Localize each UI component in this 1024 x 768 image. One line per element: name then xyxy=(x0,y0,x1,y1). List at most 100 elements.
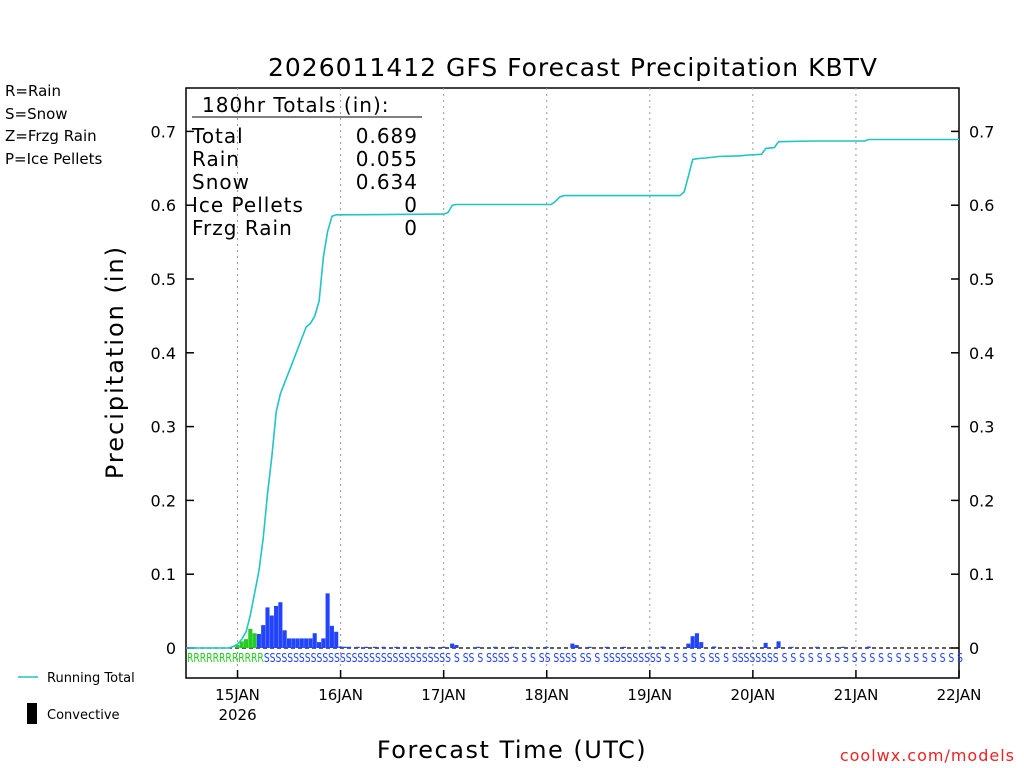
precip-bar xyxy=(291,638,296,648)
precip-bar xyxy=(248,628,253,648)
precip-bar xyxy=(239,641,244,648)
precip-bar xyxy=(347,646,352,648)
running-total-line xyxy=(186,138,959,649)
precip-bar xyxy=(815,646,820,648)
precip-bar xyxy=(776,641,781,648)
precip-bar xyxy=(355,646,360,648)
legend-rain: R=Rain xyxy=(5,82,61,100)
precip-bar xyxy=(402,646,407,648)
precip-bar xyxy=(493,646,498,648)
totals-row-label: Rain xyxy=(192,147,240,171)
running-total-series xyxy=(186,138,959,649)
x-tick-label: 20JAN xyxy=(730,686,775,704)
totals-box: 180hr Totals (in): Total 0.689 Rain 0.055 Sn… xyxy=(191,93,422,240)
precip-bar xyxy=(621,646,626,648)
y-tick-label-left: 0.6 xyxy=(151,196,176,215)
precip-bar xyxy=(364,646,369,648)
precip-bar xyxy=(235,645,240,648)
precip-bar xyxy=(699,642,704,648)
grid-lines xyxy=(186,88,959,678)
y-tick-label-left: 0.7 xyxy=(151,122,176,141)
x-axis-ticks: 15JAN 2026 16JAN 17JAN 18JAN 19JAN 20JAN 21JAN 2… xyxy=(215,670,981,724)
precip-bar xyxy=(338,646,343,648)
precip-bar xyxy=(299,638,304,648)
precip-bar xyxy=(647,646,652,648)
y-tick-label-right: 0.4 xyxy=(969,344,994,363)
precip-bar xyxy=(712,646,717,648)
precip-bar xyxy=(372,646,377,648)
precip-bar xyxy=(544,646,549,648)
type-legend: R=Rain S=Snow Z=Frzg Rain P=Ice Pellets xyxy=(5,82,102,168)
precip-bar xyxy=(269,615,274,648)
totals-row-value: 0 xyxy=(404,216,418,240)
type-strip: RRRRRRRRRRRRSSSSSSSSSSSSSSSSSSSSSSSSSSSS… xyxy=(187,651,963,665)
precip-bar xyxy=(243,639,249,648)
running-total-legend-label: Running Total xyxy=(47,671,135,686)
y-tick-label-right: 0.7 xyxy=(969,122,994,141)
precip-bar xyxy=(450,643,455,648)
precip-bar xyxy=(660,646,665,648)
precip-bar xyxy=(866,646,871,648)
y-axis-label: Precipitation (in) xyxy=(101,245,129,479)
x-tick-sublabel: 2026 xyxy=(218,706,256,724)
precip-bar xyxy=(256,633,261,648)
precip-bar xyxy=(312,633,317,648)
totals-row-value: 0 xyxy=(404,193,418,217)
precip-bar xyxy=(265,607,270,648)
y-tick-label-right: 0.1 xyxy=(969,565,994,584)
y-tick-label-right: 0.6 xyxy=(969,196,994,215)
precip-bar xyxy=(475,646,480,648)
x-tick-label: 16JAN xyxy=(318,686,363,704)
x-tick-label: 15JAN xyxy=(215,686,260,704)
precip-bar xyxy=(763,642,768,648)
precip-bar xyxy=(737,646,742,648)
x-tick-label: 22JAN xyxy=(937,686,982,704)
precip-bar xyxy=(394,646,399,648)
totals-row-label: Frzg Rain xyxy=(192,216,293,240)
precip-bar xyxy=(441,646,446,648)
precip-bar xyxy=(454,645,459,648)
precip-bar xyxy=(278,602,283,648)
precip-bar xyxy=(329,625,334,648)
totals-row-label: Total xyxy=(191,124,244,148)
totals-header: 180hr Totals (in): xyxy=(202,93,390,117)
legend-snow: S=Snow xyxy=(5,105,68,123)
y-tick-label-right: 0.3 xyxy=(969,418,994,437)
y-axis-ticks: 0 00.1 0.10.2 0.20.3 0.30.4 0.40.5 0.50.6 0.60.… xyxy=(151,122,995,658)
totals-row-label: Ice Pellets xyxy=(192,193,304,217)
x-tick-label: 18JAN xyxy=(524,686,569,704)
y-tick-label-left: 0.1 xyxy=(151,565,176,584)
convective-legend-swatch xyxy=(27,703,37,724)
totals-row-value: 0.055 xyxy=(356,147,418,171)
y-tick-label-left: 0 xyxy=(166,639,176,658)
type-strip-segment: RRRRRRRRRRRR xyxy=(187,651,264,665)
precip-bar xyxy=(342,646,347,648)
x-tick-label: 21JAN xyxy=(834,686,879,704)
precip-bar xyxy=(510,646,515,648)
precip-bar xyxy=(840,646,845,648)
precip-bar xyxy=(570,643,575,648)
precip-bar xyxy=(587,646,592,648)
precip-bar xyxy=(604,646,609,648)
precip-bar xyxy=(321,638,326,648)
x-tick-label: 17JAN xyxy=(421,686,466,704)
precip-bar xyxy=(304,638,309,648)
precip-bar xyxy=(694,633,699,648)
type-strip-text: RRRRRRRRRRRRSSSSSSSSSSSSSSSSSSSSSSSSSSSS… xyxy=(187,651,963,665)
precip-bar xyxy=(415,646,420,648)
precip-bar xyxy=(527,646,532,648)
precip-bar xyxy=(308,638,313,648)
bar-series xyxy=(235,593,871,648)
totals-row-value: 0.634 xyxy=(356,170,418,194)
plot-frame xyxy=(185,87,960,679)
precip-bar xyxy=(381,646,386,648)
y-tick-label-right: 0 xyxy=(969,639,979,658)
precip-bar xyxy=(690,636,695,648)
legend-ice: P=Ice Pellets xyxy=(5,150,102,168)
type-strip-segment: SSSSSSSSSSSSSSSSSSSSSSSSSSSSSSSS S SS S … xyxy=(264,651,963,665)
precip-bar xyxy=(252,633,257,648)
y-tick-label-right: 0.5 xyxy=(969,270,994,289)
precip-bar xyxy=(574,645,579,648)
precip-bar xyxy=(274,605,279,648)
